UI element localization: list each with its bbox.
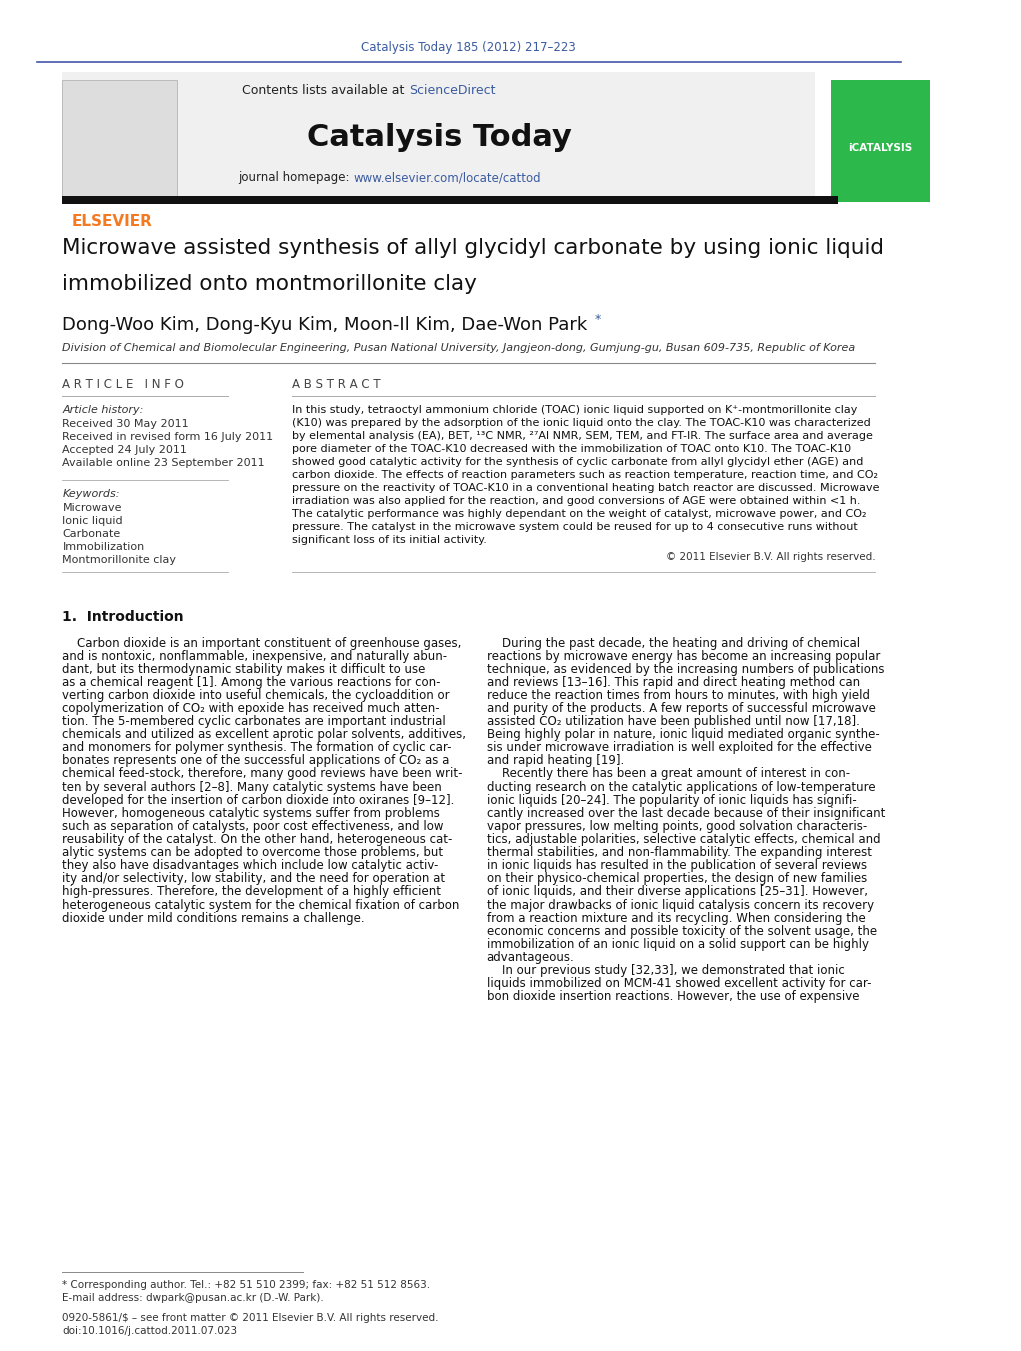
Text: assisted CO₂ utilization have been published until now [17,18].: assisted CO₂ utilization have been publi… <box>487 715 860 728</box>
Text: liquids immobilized on MCM-41 showed excellent activity for car-: liquids immobilized on MCM-41 showed exc… <box>487 977 871 990</box>
Text: 0920-5861/$ – see front matter © 2011 Elsevier B.V. All rights reserved.: 0920-5861/$ – see front matter © 2011 El… <box>62 1313 439 1323</box>
Text: irradiation was also applied for the reaction, and good conversions of AGE were : irradiation was also applied for the rea… <box>292 496 861 507</box>
Text: Division of Chemical and Biomolecular Engineering, Pusan National University, Ja: Division of Chemical and Biomolecular En… <box>62 343 856 353</box>
Text: Recently there has been a great amount of interest in con-: Recently there has been a great amount o… <box>487 767 849 781</box>
Text: bonates represents one of the successful applications of CO₂ as a: bonates represents one of the successful… <box>62 754 450 767</box>
Text: A R T I C L E   I N F O: A R T I C L E I N F O <box>62 377 185 390</box>
Text: (K10) was prepared by the adsorption of the ionic liquid onto the clay. The TOAC: (K10) was prepared by the adsorption of … <box>292 417 871 428</box>
Text: Dong-Woo Kim, Dong-Kyu Kim, Moon-Il Kim, Dae-Won Park: Dong-Woo Kim, Dong-Kyu Kim, Moon-Il Kim,… <box>62 316 588 334</box>
Text: Contents lists available at: Contents lists available at <box>242 84 408 96</box>
Text: as a chemical reagent [1]. Among the various reactions for con-: as a chemical reagent [1]. Among the var… <box>62 676 441 689</box>
Text: heterogeneous catalytic system for the chemical fixation of carbon: heterogeneous catalytic system for the c… <box>62 898 459 912</box>
Text: Microwave: Microwave <box>62 503 121 513</box>
Text: dioxide under mild conditions remains a challenge.: dioxide under mild conditions remains a … <box>62 912 366 924</box>
Bar <box>62 80 178 203</box>
Text: sis under microwave irradiation is well exploited for the effective: sis under microwave irradiation is well … <box>487 742 872 754</box>
Text: Montmorillonite clay: Montmorillonite clay <box>62 555 177 565</box>
Text: copolymerization of CO₂ with epoxide has received much atten-: copolymerization of CO₂ with epoxide has… <box>62 703 440 715</box>
Text: and is nontoxic, nonflammable, inexpensive, and naturally abun-: and is nontoxic, nonflammable, inexpensi… <box>62 650 447 662</box>
Text: dant, but its thermodynamic stability makes it difficult to use: dant, but its thermodynamic stability ma… <box>62 663 426 676</box>
Text: Carbonate: Carbonate <box>62 530 120 539</box>
Text: *: * <box>595 313 601 327</box>
Text: reduce the reaction times from hours to minutes, with high yield: reduce the reaction times from hours to … <box>487 689 870 703</box>
Text: reusability of the catalyst. On the other hand, heterogeneous cat-: reusability of the catalyst. On the othe… <box>62 834 453 846</box>
Text: and purity of the products. A few reports of successful microwave: and purity of the products. A few report… <box>487 703 876 715</box>
Text: and rapid heating [19].: and rapid heating [19]. <box>487 754 624 767</box>
Text: pore diameter of the TOAC-K10 decreased with the immobilization of TOAC onto K10: pore diameter of the TOAC-K10 decreased … <box>292 444 852 454</box>
Text: Carbon dioxide is an important constituent of greenhouse gases,: Carbon dioxide is an important constitue… <box>62 636 461 650</box>
Text: pressure. The catalyst in the microwave system could be reused for up to 4 conse: pressure. The catalyst in the microwave … <box>292 521 858 532</box>
Text: 1.  Introduction: 1. Introduction <box>62 611 184 624</box>
Text: Received in revised form 16 July 2011: Received in revised form 16 July 2011 <box>62 432 274 442</box>
Text: of ionic liquids, and their diverse applications [25–31]. However,: of ionic liquids, and their diverse appl… <box>487 885 868 898</box>
Text: journal homepage:: journal homepage: <box>238 172 353 185</box>
Text: iCATALYSIS: iCATALYSIS <box>848 143 913 153</box>
Text: The catalytic performance was highly dependant on the weight of catalyst, microw: The catalytic performance was highly dep… <box>292 509 867 519</box>
Text: high-pressures. Therefore, the development of a highly efficient: high-pressures. Therefore, the developme… <box>62 885 441 898</box>
Text: tion. The 5-membered cyclic carbonates are important industrial: tion. The 5-membered cyclic carbonates a… <box>62 715 446 728</box>
Text: reactions by microwave energy has become an increasing popular: reactions by microwave energy has become… <box>487 650 880 662</box>
Text: Catalysis Today: Catalysis Today <box>306 123 572 153</box>
Text: the major drawbacks of ionic liquid catalysis concern its recovery: the major drawbacks of ionic liquid cata… <box>487 898 874 912</box>
Text: However, homogeneous catalytic systems suffer from problems: However, homogeneous catalytic systems s… <box>62 807 440 820</box>
Text: technique, as evidenced by the increasing numbers of publications: technique, as evidenced by the increasin… <box>487 663 884 676</box>
Text: ity and/or selectivity, low stability, and the need for operation at: ity and/or selectivity, low stability, a… <box>62 873 445 885</box>
Text: alytic systems can be adopted to overcome those problems, but: alytic systems can be adopted to overcom… <box>62 846 443 859</box>
Text: chemical feed-stock, therefore, many good reviews have been writ-: chemical feed-stock, therefore, many goo… <box>62 767 463 781</box>
Bar <box>62 196 838 204</box>
Bar <box>62 72 816 200</box>
Text: Article history:: Article history: <box>62 405 144 415</box>
Text: and reviews [13–16]. This rapid and direct heating method can: and reviews [13–16]. This rapid and dire… <box>487 676 860 689</box>
Text: and monomers for polymer synthesis. The formation of cyclic car-: and monomers for polymer synthesis. The … <box>62 742 452 754</box>
Text: economic concerns and possible toxicity of the solvent usage, the: economic concerns and possible toxicity … <box>487 924 877 938</box>
Text: E-mail address: dwpark@pusan.ac.kr (D.-W. Park).: E-mail address: dwpark@pusan.ac.kr (D.-W… <box>62 1293 325 1302</box>
Text: A B S T R A C T: A B S T R A C T <box>292 377 381 390</box>
Text: vapor pressures, low melting points, good solvation characteris-: vapor pressures, low melting points, goo… <box>487 820 867 834</box>
Text: © 2011 Elsevier B.V. All rights reserved.: © 2011 Elsevier B.V. All rights reserved… <box>666 553 875 562</box>
Text: In this study, tetraoctyl ammonium chloride (TOAC) ionic liquid supported on K⁺-: In this study, tetraoctyl ammonium chlor… <box>292 405 858 415</box>
Text: verting carbon dioxide into useful chemicals, the cycloaddition or: verting carbon dioxide into useful chemi… <box>62 689 450 703</box>
Text: cantly increased over the last decade because of their insignificant: cantly increased over the last decade be… <box>487 807 885 820</box>
Text: Catalysis Today 185 (2012) 217–223: Catalysis Today 185 (2012) 217–223 <box>361 42 576 54</box>
Text: advantageous.: advantageous. <box>487 951 575 963</box>
Text: Keywords:: Keywords: <box>62 489 119 499</box>
Text: pressure on the reactivity of TOAC-K10 in a conventional heating batch reactor a: pressure on the reactivity of TOAC-K10 i… <box>292 484 879 493</box>
Text: ducting research on the catalytic applications of low-temperature: ducting research on the catalytic applic… <box>487 781 875 793</box>
Text: tics, adjustable polarities, selective catalytic effects, chemical and: tics, adjustable polarities, selective c… <box>487 834 880 846</box>
Text: ELSEVIER: ELSEVIER <box>71 213 152 230</box>
Text: * Corresponding author. Tel.: +82 51 510 2399; fax: +82 51 512 8563.: * Corresponding author. Tel.: +82 51 510… <box>62 1279 431 1290</box>
Text: In our previous study [32,33], we demonstrated that ionic: In our previous study [32,33], we demons… <box>487 965 844 977</box>
Text: Accepted 24 July 2011: Accepted 24 July 2011 <box>62 444 187 455</box>
Text: ionic liquids [20–24]. The popularity of ionic liquids has signifi-: ionic liquids [20–24]. The popularity of… <box>487 793 857 807</box>
Text: During the past decade, the heating and driving of chemical: During the past decade, the heating and … <box>487 636 860 650</box>
Text: in ionic liquids has resulted in the publication of several reviews: in ionic liquids has resulted in the pub… <box>487 859 867 873</box>
Text: ten by several authors [2–8]. Many catalytic systems have been: ten by several authors [2–8]. Many catal… <box>62 781 442 793</box>
Text: bon dioxide insertion reactions. However, the use of expensive: bon dioxide insertion reactions. However… <box>487 990 860 1004</box>
Text: Received 30 May 2011: Received 30 May 2011 <box>62 419 189 430</box>
Text: Available online 23 September 2011: Available online 23 September 2011 <box>62 458 265 467</box>
Text: Microwave assisted synthesis of allyl glycidyl carbonate by using ionic liquid: Microwave assisted synthesis of allyl gl… <box>62 238 884 258</box>
Text: immobilized onto montmorillonite clay: immobilized onto montmorillonite clay <box>62 274 478 295</box>
Text: Immobilization: Immobilization <box>62 542 145 553</box>
Text: showed good catalytic activity for the synthesis of cyclic carbonate from allyl : showed good catalytic activity for the s… <box>292 457 864 467</box>
Text: such as separation of catalysts, poor cost effectiveness, and low: such as separation of catalysts, poor co… <box>62 820 444 834</box>
Text: Being highly polar in nature, ionic liquid mediated organic synthe-: Being highly polar in nature, ionic liqu… <box>487 728 879 742</box>
Text: from a reaction mixture and its recycling. When considering the: from a reaction mixture and its recyclin… <box>487 912 866 924</box>
Text: immobilization of an ionic liquid on a solid support can be highly: immobilization of an ionic liquid on a s… <box>487 938 869 951</box>
Text: by elemental analysis (EA), BET, ¹³C NMR, ²⁷Al NMR, SEM, TEM, and FT-IR. The sur: by elemental analysis (EA), BET, ¹³C NMR… <box>292 431 873 440</box>
Text: they also have disadvantages which include low catalytic activ-: they also have disadvantages which inclu… <box>62 859 439 873</box>
Text: carbon dioxide. The effects of reaction parameters such as reaction temperature,: carbon dioxide. The effects of reaction … <box>292 470 878 480</box>
Text: ScienceDirect: ScienceDirect <box>408 84 495 96</box>
Text: significant loss of its initial activity.: significant loss of its initial activity… <box>292 535 487 544</box>
Text: Ionic liquid: Ionic liquid <box>62 516 124 526</box>
Text: thermal stabilities, and non-flammability. The expanding interest: thermal stabilities, and non-flammabilit… <box>487 846 872 859</box>
Text: developed for the insertion of carbon dioxide into oxiranes [9–12].: developed for the insertion of carbon di… <box>62 793 454 807</box>
Text: doi:10.1016/j.cattod.2011.07.023: doi:10.1016/j.cattod.2011.07.023 <box>62 1325 238 1336</box>
Text: www.elsevier.com/locate/cattod: www.elsevier.com/locate/cattod <box>353 172 541 185</box>
Text: chemicals and utilized as excellent aprotic polar solvents, additives,: chemicals and utilized as excellent apro… <box>62 728 467 742</box>
Bar <box>831 80 930 203</box>
Text: on their physico-chemical properties, the design of new families: on their physico-chemical properties, th… <box>487 873 867 885</box>
